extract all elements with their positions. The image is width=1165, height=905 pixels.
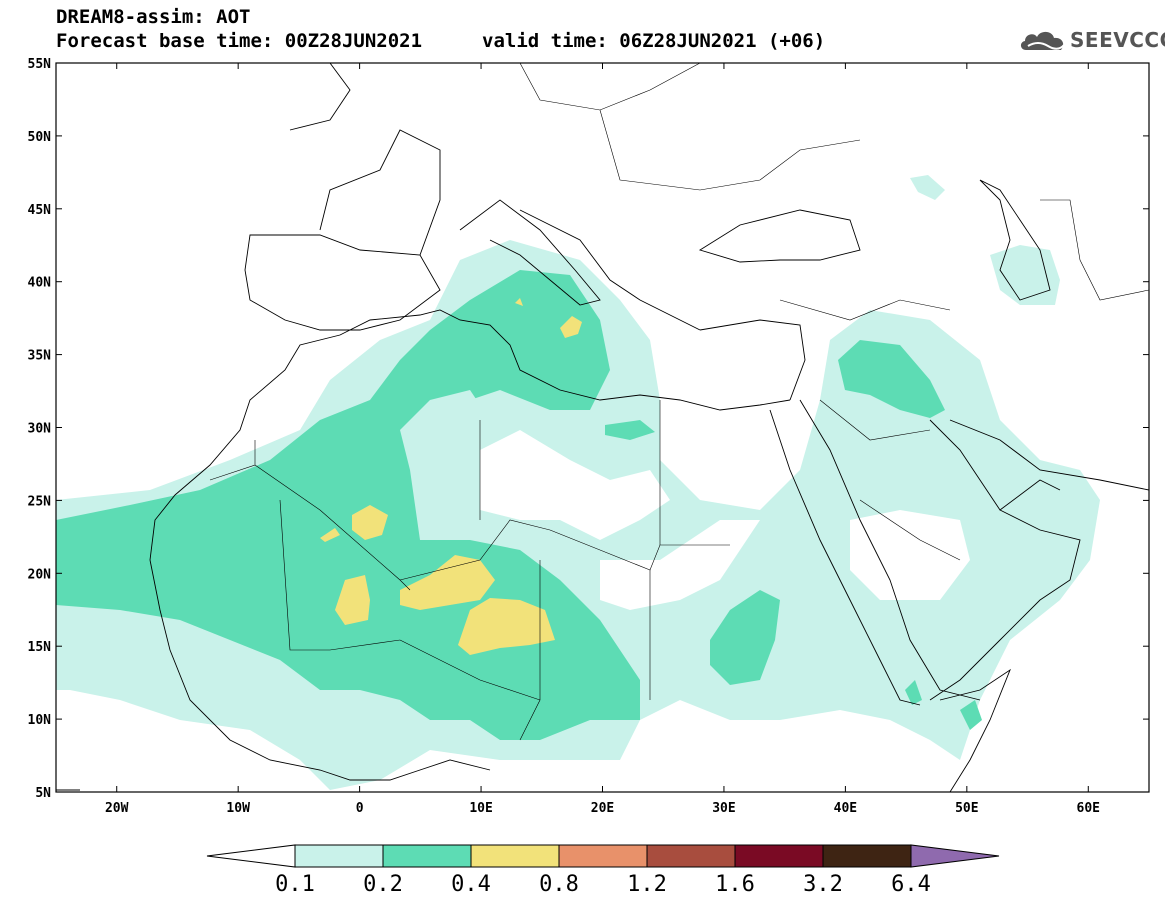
colorbar-over-arrow [910, 844, 1000, 868]
colorbar-label: 1.6 [715, 872, 755, 897]
lat-tick-label: 40N [28, 276, 52, 291]
lat-tick-label: 30N [28, 422, 52, 437]
map-title: DREAM8-assim: AOT [56, 6, 251, 28]
valid-time: valid time: 06Z28JUN2021 (+06) [482, 30, 826, 52]
colorbar-swatch [294, 844, 384, 868]
aot-level-0.4-chad [458, 598, 555, 655]
country-borders [209, 63, 1149, 741]
aot-level-0.4-algeria-small [320, 528, 340, 542]
logo-text: SEEVCCC [1070, 28, 1165, 52]
colorbar-under-arrow [206, 844, 296, 868]
lat-tick-label: 20N [28, 567, 52, 582]
clear-area-arabia [850, 510, 970, 600]
aot-level-0.2-somalia [960, 700, 982, 730]
clear-area-sudan [600, 520, 760, 610]
aot-contours [56, 175, 1100, 790]
colorbar-label: 1.2 [627, 872, 667, 897]
colorbar-swatch [558, 844, 648, 868]
lon-tick-label: 10W [226, 801, 250, 816]
colorbar-swatch [646, 844, 736, 868]
aot-level-0.4-sardinia [515, 298, 523, 306]
lon-tick-label: 40E [834, 801, 857, 816]
clear-area-libya [480, 430, 670, 540]
lon-tick-label: 10E [469, 801, 492, 816]
lon-tick-label: 20W [105, 801, 129, 816]
colorbar-swatch [470, 844, 560, 868]
seevccc-logo: SEEVCCC [1018, 26, 1165, 56]
forecast-base-time: Forecast base time: 00Z28JUN2021 [56, 30, 423, 52]
longitude-axis: 20W 10W 0 10E 20E 30E 40E 50E 60E [105, 63, 1100, 816]
lon-tick-label: 60E [1077, 801, 1100, 816]
colorbar: 0.1 0.2 0.4 0.8 1.2 1.6 3.2 6.4 [206, 844, 1000, 897]
lat-tick-label: 15N [28, 640, 52, 655]
lon-tick-label: 0 [356, 801, 364, 816]
aot-level-0.4-niger [400, 555, 495, 610]
lon-tick-label: 50E [955, 801, 978, 816]
latitude-axis: 55N 50N 45N 40N 35N 30N 25N 20N 15N 10N 5N [28, 57, 1149, 801]
lat-tick-label: 45N [28, 203, 52, 218]
colorbar-label: 3.2 [803, 872, 843, 897]
aot-level-0.4-mali [335, 575, 370, 625]
colorbar-label: 0.4 [451, 872, 491, 897]
colorbar-swatch [382, 844, 472, 868]
colorbar-swatch [734, 844, 824, 868]
aot-level-0.2-iraq [838, 340, 945, 418]
aot-level-0.2-yemen [905, 680, 922, 705]
lat-tick-label: 25N [28, 494, 52, 509]
aot-level-0.4-tyrrhenian [560, 316, 582, 338]
colorbar-swatch [822, 844, 912, 868]
lat-tick-label: 35N [28, 349, 52, 364]
aot-level-0.4-algeria [352, 505, 388, 540]
aot-level-0.1-caspian [990, 245, 1060, 305]
colorbar-label: 0.8 [539, 872, 579, 897]
colorbar-label: 0.2 [363, 872, 403, 897]
lat-tick-label: 50N [28, 130, 52, 145]
coastlines [56, 63, 1149, 792]
aot-level-0.1-blacksea [910, 175, 945, 200]
lon-tick-label: 30E [712, 801, 735, 816]
lat-tick-label: 10N [28, 713, 52, 728]
colorbar-label: 0.1 [275, 872, 315, 897]
aot-level-0.2-egypt [605, 420, 655, 440]
aot-level-0.1-inner [400, 390, 490, 480]
lat-tick-label: 55N [28, 57, 52, 72]
colorbar-label: 6.4 [891, 872, 931, 897]
lon-tick-label: 20E [591, 801, 614, 816]
cloud-icon [1020, 31, 1065, 50]
aot-level-0.2-sudan [710, 590, 780, 685]
lat-tick-label: 5N [35, 786, 51, 801]
